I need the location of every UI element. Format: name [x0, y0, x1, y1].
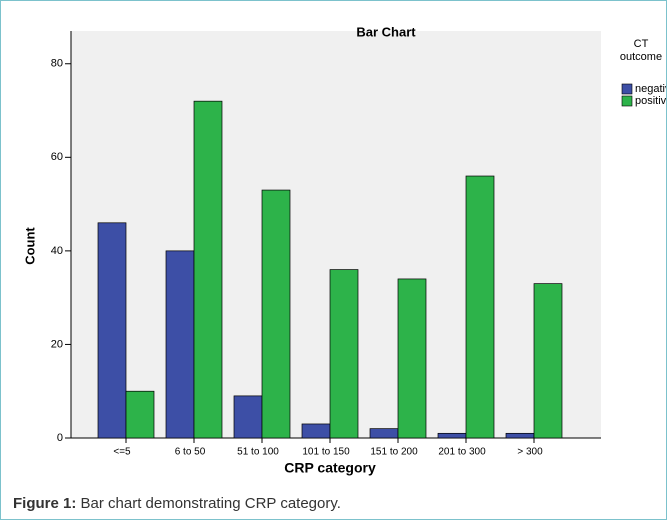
bar [233, 395, 263, 439]
caption-label: Figure 1: [13, 495, 77, 512]
legend-swatch [621, 95, 633, 107]
y-tick-label: 60 [51, 151, 63, 163]
y-axis-label: Count [22, 227, 37, 265]
bar [465, 175, 495, 439]
caption: Figure 1: Bar chart demonstrating CRP ca… [13, 495, 341, 512]
x-tick-label: 201 to 300 [438, 447, 486, 458]
x-tick-label: <=5 [113, 447, 131, 458]
bar [193, 100, 223, 439]
bar [437, 432, 467, 439]
x-tick-label: 51 to 100 [237, 447, 279, 458]
y-tick-label: 0 [57, 432, 63, 444]
x-axis-label: CRP category [284, 460, 376, 476]
x-tick-label: 151 to 200 [370, 447, 418, 458]
bar [261, 189, 291, 439]
bar [301, 423, 331, 439]
y-tick-label: 80 [51, 58, 63, 70]
bar [329, 269, 359, 439]
bar [505, 432, 535, 439]
y-tick-label: 40 [51, 245, 63, 257]
legend-swatch [621, 83, 633, 95]
bar [165, 250, 195, 439]
x-tick-label: > 300 [517, 447, 543, 458]
y-tick-label: 20 [51, 338, 63, 350]
legend-title: CT outcome [620, 38, 662, 63]
bar [125, 390, 155, 439]
legend-label: positive [635, 95, 666, 107]
caption-text: Bar chart demonstrating CRP category. [80, 495, 341, 512]
chart: Bar Chart Count CRP category CT outcome 0… [22, 24, 666, 476]
chart-title: Bar Chart [356, 24, 416, 39]
bar [533, 283, 563, 439]
x-tick-label: 101 to 150 [302, 447, 350, 458]
bar [97, 222, 127, 439]
legend-label: negative [635, 83, 666, 95]
x-tick-label: 6 to 50 [175, 447, 206, 458]
bar [397, 278, 427, 439]
bar [369, 428, 399, 439]
